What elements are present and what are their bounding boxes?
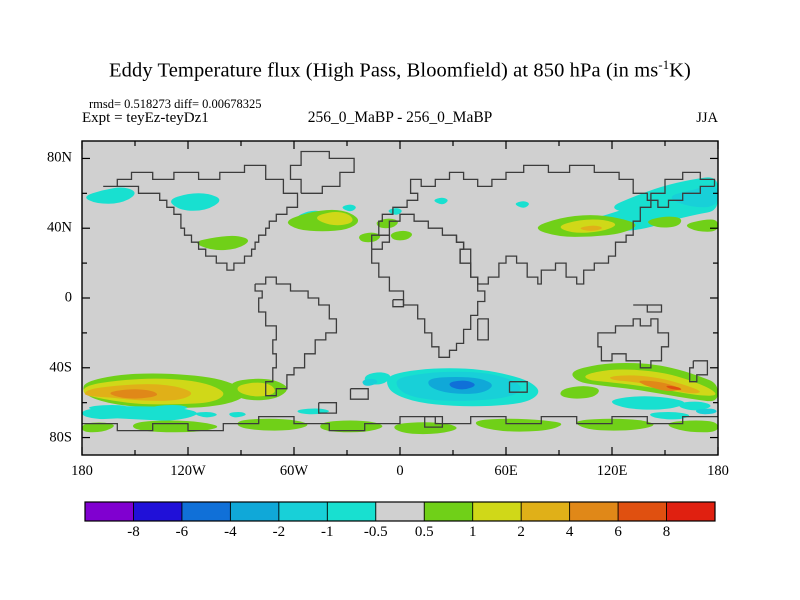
colorbar-segment: [327, 502, 377, 521]
x-tick-label: 0: [396, 463, 404, 479]
axis-ticks: [81, 141, 719, 455]
x-tick-label: 180: [707, 463, 729, 479]
colorbar-tick-label: -8: [127, 524, 140, 540]
title-superscript: -1: [658, 58, 670, 72]
statistics-line: rmsd= 0.518273 diff= 0.00678325: [89, 97, 262, 111]
colorbar-segment: [230, 502, 280, 521]
colorbar-tick-label: 2: [517, 524, 525, 540]
colorbar-segment: [278, 502, 328, 521]
colorbar-segment: [618, 502, 667, 521]
colorbar-segment: [85, 502, 134, 521]
colorbar-tick-label: -0.5: [363, 524, 388, 540]
x-tick-label: 60E: [494, 463, 518, 479]
colorbar-tick-label: 4: [565, 524, 574, 540]
colorbar-tick-label: 6: [614, 524, 622, 540]
comparison-label: 256_0_MaBP - 256_0_MaBP: [307, 109, 493, 126]
colorbar-tick-label: 8: [662, 524, 671, 540]
x-tick-label: 180: [71, 463, 93, 479]
colorbar-segment: [181, 502, 231, 521]
colorbar-segment: [666, 502, 716, 521]
colorbar-tick-label: -6: [175, 524, 189, 540]
colorbar-tick-label: -1: [321, 524, 334, 540]
colorbar-segment: [472, 502, 522, 521]
colorbar-tick-label: 1: [468, 524, 477, 540]
x-tick-label: 120W: [170, 463, 206, 479]
colorbar-segment: [424, 502, 474, 521]
colorbar-tick-label: 0.5: [414, 524, 434, 540]
colorbar-tick-label: -4: [224, 524, 237, 540]
title-text: Eddy Temperature flux (High Pass, Bloomf…: [109, 59, 659, 82]
page-title: Eddy Temperature flux (High Pass, Bloomf…: [0, 58, 800, 82]
x-tick-label: 120E: [596, 463, 628, 479]
colorbar-segment: [569, 502, 619, 521]
season-label: JJA: [696, 110, 718, 126]
colorbar-frame: [84, 501, 716, 522]
plot-frame: [81, 140, 719, 456]
title-tail: K): [669, 59, 691, 82]
colorbar-segment: [133, 502, 183, 521]
y-tick-label: 40N: [47, 219, 72, 236]
y-tick-label: 0: [64, 289, 72, 306]
y-tick-label: 40S: [49, 359, 72, 376]
colorbar: [84, 501, 716, 522]
coastlines: [82, 150, 718, 432]
colorbar-segment: [375, 502, 425, 521]
colorbar-tick-label: -2: [272, 524, 286, 540]
experiment-label: Expt = teyEz-teyDz1: [82, 110, 209, 126]
y-tick-label: 80N: [47, 149, 72, 166]
colorbar-segment: [521, 502, 571, 521]
y-tick-label: 80S: [49, 429, 72, 446]
x-tick-label: 60W: [279, 463, 309, 479]
